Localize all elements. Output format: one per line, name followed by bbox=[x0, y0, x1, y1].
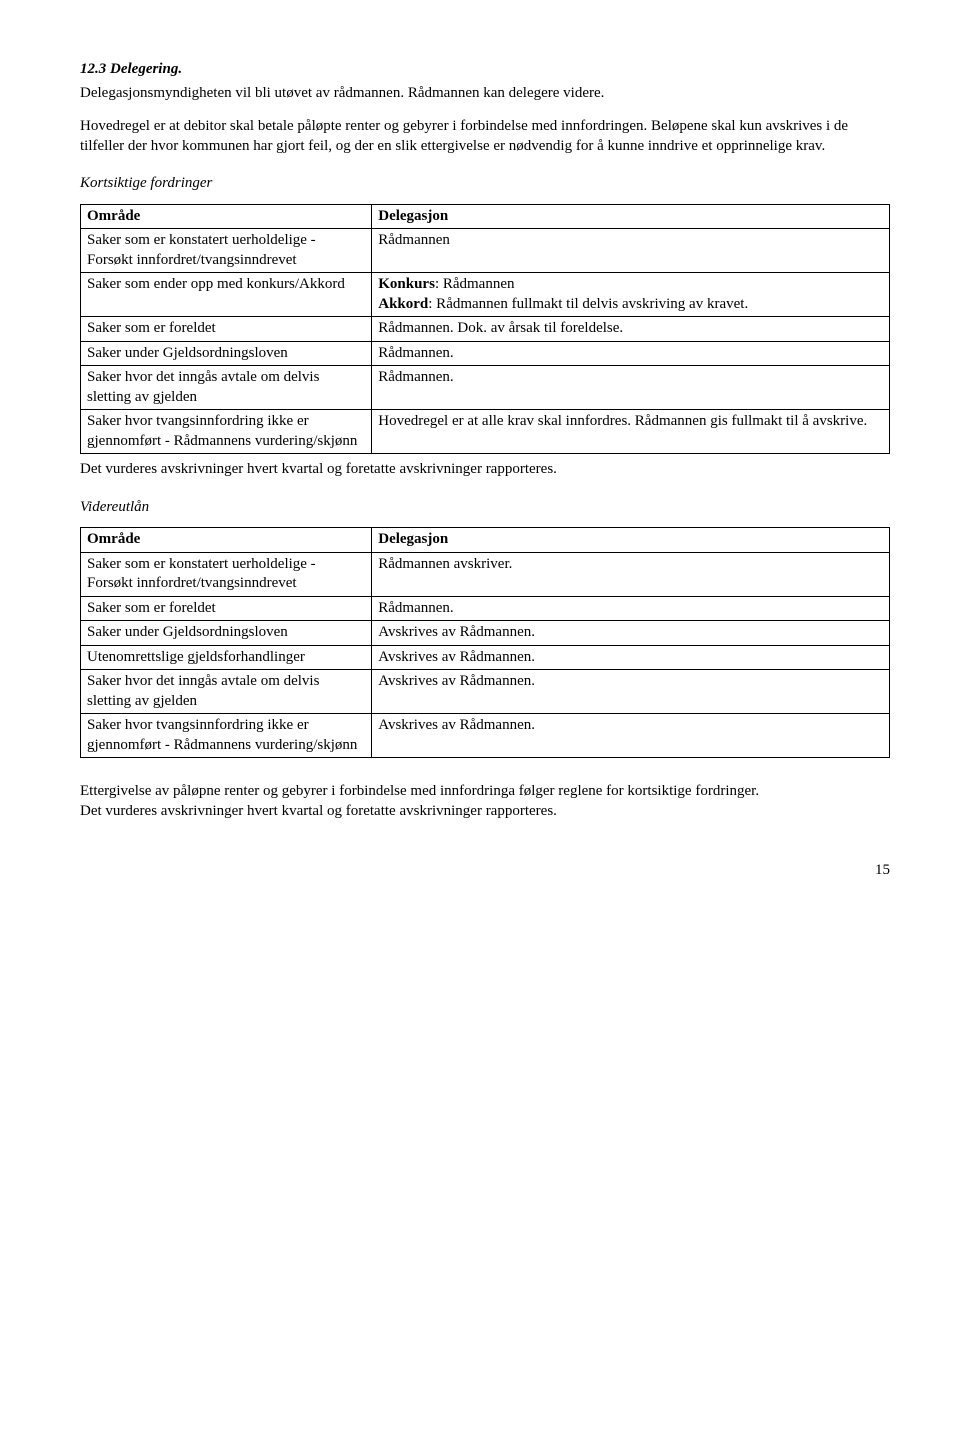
cell-right: Rådmannen bbox=[372, 229, 890, 273]
header-left: Område bbox=[81, 204, 372, 229]
cell-left: Saker som er konstatert uerholdelige - F… bbox=[81, 229, 372, 273]
cell-right: Avskrives av Rådmannen. bbox=[372, 621, 890, 646]
cell-left: Saker som er foreldet bbox=[81, 317, 372, 342]
cell-right: Rådmannen. bbox=[372, 366, 890, 410]
konkurs-label: Konkurs bbox=[378, 276, 435, 292]
rule-paragraph: Hovedregel er at debitor skal betale pål… bbox=[80, 117, 890, 156]
table-row: Saker hvor tvangsinnfordring ikke er gje… bbox=[81, 410, 890, 454]
kortsiktige-title: Kortsiktige fordringer bbox=[80, 174, 890, 194]
kortsiktige-after: Det vurderes avskrivninger hvert kvartal… bbox=[80, 460, 890, 480]
cell-right: Hovedregel er at alle krav skal innfordr… bbox=[372, 410, 890, 454]
table-row: Saker som ender opp med konkurs/Akkord K… bbox=[81, 273, 890, 317]
table-row: Saker som er konstatert uerholdelige - F… bbox=[81, 552, 890, 596]
cell-left: Saker som er konstatert uerholdelige - F… bbox=[81, 552, 372, 596]
videreutlan-table: Område Delegasjon Saker som er konstater… bbox=[80, 527, 890, 758]
header-left: Område bbox=[81, 528, 372, 553]
cell-left: Saker hvor tvangsinnfordring ikke er gje… bbox=[81, 410, 372, 454]
cell-right: Avskrives av Rådmannen. bbox=[372, 645, 890, 670]
cell-left: Saker hvor det inngås avtale om delvis s… bbox=[81, 366, 372, 410]
cell-right: Rådmannen. bbox=[372, 596, 890, 621]
cell-left: Saker som er foreldet bbox=[81, 596, 372, 621]
cell-left: Utenomrettslige gjeldsforhandlinger bbox=[81, 645, 372, 670]
cell-left: Saker hvor tvangsinnfordring ikke er gje… bbox=[81, 714, 372, 758]
table-header-row: Område Delegasjon bbox=[81, 204, 890, 229]
page-number: 15 bbox=[80, 861, 890, 881]
cell-right: Konkurs: Rådmannen Akkord: Rådmannen full… bbox=[372, 273, 890, 317]
table-row: Saker som er konstatert uerholdelige - F… bbox=[81, 229, 890, 273]
section-heading: 12.3 Delegering. bbox=[80, 60, 890, 80]
cell-left: Saker under Gjeldsordningsloven bbox=[81, 341, 372, 366]
cell-left: Saker hvor det inngås avtale om delvis s… bbox=[81, 670, 372, 714]
cell-left: Saker som ender opp med konkurs/Akkord bbox=[81, 273, 372, 317]
cell-right: Rådmannen avskriver. bbox=[372, 552, 890, 596]
table-row: Saker hvor det inngås avtale om delvis s… bbox=[81, 366, 890, 410]
cell-right: Rådmannen. Dok. av årsak til foreldelse. bbox=[372, 317, 890, 342]
table-row: Saker under Gjeldsordningsloven Rådmanne… bbox=[81, 341, 890, 366]
table-row: Utenomrettslige gjeldsforhandlinger Avsk… bbox=[81, 645, 890, 670]
table-row: Saker som er foreldet Rådmannen. bbox=[81, 596, 890, 621]
table-row: Saker hvor det inngås avtale om delvis s… bbox=[81, 670, 890, 714]
header-right: Delegasjon bbox=[372, 528, 890, 553]
cell-right: Rådmannen. bbox=[372, 341, 890, 366]
cell-left: Saker under Gjeldsordningsloven bbox=[81, 621, 372, 646]
kortsiktige-table: Område Delegasjon Saker som er konstater… bbox=[80, 204, 890, 455]
closing-p1: Ettergivelse av påløpne renter og gebyre… bbox=[80, 782, 890, 802]
table-row: Saker som er foreldet Rådmannen. Dok. av… bbox=[81, 317, 890, 342]
intro-paragraph: Delegasjonsmyndigheten vil bli utøvet av… bbox=[80, 84, 890, 104]
cell-right: Avskrives av Rådmannen. bbox=[372, 670, 890, 714]
videreutlan-title: Videreutlån bbox=[80, 498, 890, 518]
akkord-text: : Rådmannen fullmakt til delvis avskrivi… bbox=[428, 296, 748, 312]
akkord-label: Akkord bbox=[378, 296, 428, 312]
closing-p2: Det vurderes avskrivninger hvert kvartal… bbox=[80, 802, 890, 822]
cell-right: Avskrives av Rådmannen. bbox=[372, 714, 890, 758]
table-row: Saker hvor tvangsinnfordring ikke er gje… bbox=[81, 714, 890, 758]
table-header-row: Område Delegasjon bbox=[81, 528, 890, 553]
konkurs-text: : Rådmannen bbox=[435, 276, 515, 292]
header-right: Delegasjon bbox=[372, 204, 890, 229]
table-row: Saker under Gjeldsordningsloven Avskrive… bbox=[81, 621, 890, 646]
